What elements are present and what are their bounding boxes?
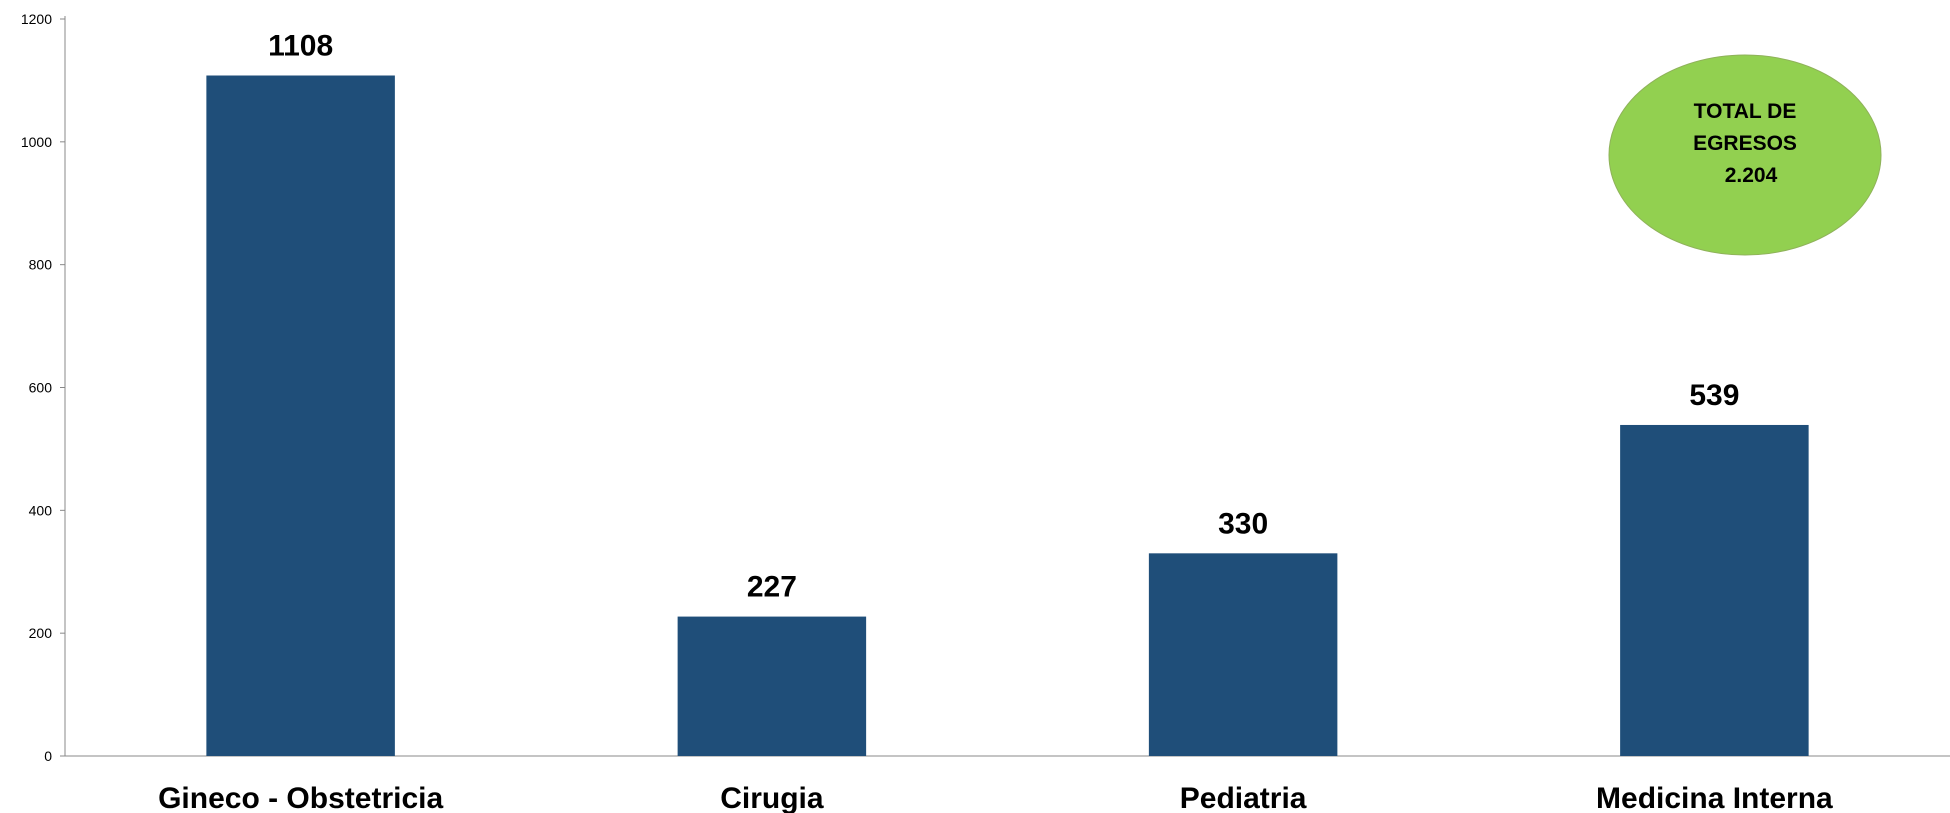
y-tick-label: 0 xyxy=(44,748,52,764)
y-tick-label: 600 xyxy=(29,380,53,396)
y-tick-label: 800 xyxy=(29,257,53,273)
total-callout-line1: TOTAL DE xyxy=(1694,100,1797,123)
data-label: 330 xyxy=(1218,507,1268,540)
y-tick-label: 200 xyxy=(29,625,53,641)
category-labels: Gineco - Obstetricia Cirugia Pediatria Medi… xyxy=(158,782,1833,813)
y-tick-label: 1200 xyxy=(21,11,52,27)
category-label: Cirugia xyxy=(720,782,824,813)
category-label: Gineco - Obstetricia xyxy=(158,782,443,813)
data-label: 227 xyxy=(747,571,797,604)
bars xyxy=(206,75,1809,756)
y-axis: 0 200 400 600 800 1000 1200 xyxy=(21,11,66,764)
total-callout-ellipse xyxy=(1608,54,1882,256)
category-label: Medicina Interna xyxy=(1596,782,1833,813)
bar xyxy=(1148,553,1338,756)
data-labels: 1108 227 330 539 xyxy=(268,30,1739,604)
bar xyxy=(1620,424,1809,756)
total-callout-line3: 2.204 xyxy=(1725,164,1778,187)
total-callout-line2: EGRESOS xyxy=(1693,132,1797,155)
data-label: 539 xyxy=(1689,379,1739,412)
data-label: 1108 xyxy=(268,30,333,63)
total-callout: TOTAL DE EGRESOS 2.204 xyxy=(1608,54,1882,256)
y-tick-label: 400 xyxy=(29,502,53,518)
bar xyxy=(677,616,867,756)
category-label: Pediatria xyxy=(1180,782,1307,813)
y-tick-label: 1000 xyxy=(21,134,52,150)
bar xyxy=(206,75,395,756)
